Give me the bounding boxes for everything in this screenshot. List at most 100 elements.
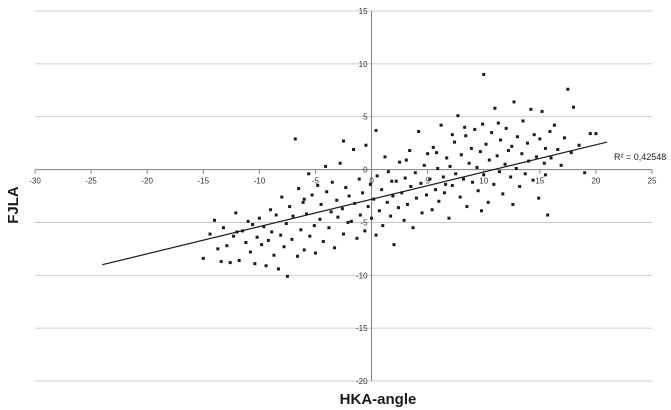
data-point <box>426 152 430 156</box>
data-point <box>484 142 488 146</box>
data-point <box>458 195 462 199</box>
data-point <box>352 147 356 151</box>
data-point <box>391 194 395 198</box>
data-point <box>409 184 413 188</box>
data-point <box>523 172 527 176</box>
data-point <box>566 87 570 91</box>
y-tick-label: -10 <box>356 271 368 280</box>
data-point <box>453 140 457 144</box>
data-point <box>219 260 223 264</box>
data-point <box>496 121 500 125</box>
data-point <box>436 167 440 171</box>
data-point <box>297 187 301 191</box>
data-point <box>482 173 486 177</box>
data-point <box>308 234 312 238</box>
data-point <box>251 223 255 227</box>
data-point <box>435 151 439 155</box>
data-point <box>318 217 322 221</box>
data-point <box>221 226 225 230</box>
data-point <box>383 155 387 159</box>
data-point <box>396 206 400 210</box>
data-point <box>492 182 496 186</box>
data-point <box>405 202 409 206</box>
data-point <box>316 183 320 187</box>
data-point <box>232 234 236 238</box>
x-tick-label: 25 <box>648 177 657 186</box>
data-point <box>538 137 542 141</box>
data-point <box>588 132 592 136</box>
data-point <box>497 170 501 174</box>
data-point <box>511 202 515 206</box>
data-point <box>450 133 454 137</box>
axes <box>34 11 653 381</box>
data-point <box>246 219 250 223</box>
data-points <box>201 72 598 278</box>
data-point <box>404 158 408 162</box>
data-point <box>321 239 325 243</box>
data-point <box>381 224 385 228</box>
data-point <box>413 171 417 175</box>
y-tick-label: 10 <box>359 60 368 69</box>
data-point <box>329 210 333 214</box>
data-point <box>285 274 289 278</box>
data-point <box>357 177 361 181</box>
data-point <box>358 213 362 217</box>
data-point <box>301 200 305 204</box>
trendline <box>102 141 608 266</box>
data-point <box>520 152 524 156</box>
data-point <box>304 212 308 216</box>
data-point <box>482 72 486 76</box>
data-point <box>514 167 518 171</box>
data-point <box>408 149 412 153</box>
y-tick-label: -15 <box>356 324 368 333</box>
data-point <box>355 236 359 240</box>
data-point <box>364 143 368 147</box>
data-point <box>448 164 452 168</box>
data-point <box>312 224 316 228</box>
data-point <box>255 235 259 239</box>
data-point <box>338 161 342 165</box>
data-point <box>333 246 337 250</box>
data-point <box>375 174 379 178</box>
data-point <box>445 156 449 160</box>
data-point <box>422 163 426 167</box>
data-point <box>552 123 556 127</box>
data-point <box>374 128 378 132</box>
data-point <box>540 109 544 113</box>
data-point <box>475 165 479 169</box>
y-tick-label: 0 <box>363 166 368 175</box>
data-point <box>327 226 331 230</box>
data-point <box>439 123 443 127</box>
data-point <box>299 228 303 232</box>
y-tick-label: -20 <box>356 377 368 386</box>
data-point <box>394 179 398 183</box>
data-point <box>515 135 519 139</box>
data-point <box>490 131 494 135</box>
data-point <box>510 144 514 148</box>
data-point <box>414 196 418 200</box>
data-point <box>521 119 525 123</box>
data-point <box>437 199 441 203</box>
data-point <box>499 138 503 142</box>
data-point <box>335 198 339 202</box>
data-point <box>244 241 248 245</box>
data-point <box>471 180 475 184</box>
data-point <box>368 182 372 186</box>
x-tick-label: 5 <box>425 177 430 186</box>
data-point <box>342 139 345 143</box>
data-point <box>503 162 507 166</box>
data-point <box>417 130 421 134</box>
data-point <box>518 184 522 188</box>
data-point <box>272 253 276 257</box>
data-point <box>262 225 266 229</box>
data-point <box>559 163 563 167</box>
data-point <box>225 244 229 248</box>
data-point <box>464 134 468 138</box>
data-point <box>264 264 268 268</box>
data-point <box>495 154 499 158</box>
x-tick-label: 0 <box>369 177 374 186</box>
data-point <box>479 209 483 213</box>
data-point <box>456 114 460 118</box>
data-point <box>276 267 280 271</box>
